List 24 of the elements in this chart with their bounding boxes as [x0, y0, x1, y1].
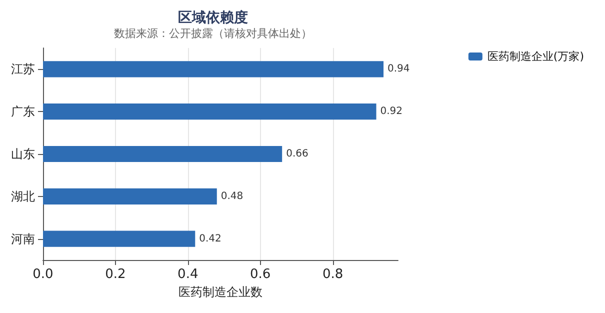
x-tick-label: 0.6	[250, 267, 271, 282]
data-label: 0.66	[286, 148, 308, 160]
data-label: 0.48	[220, 190, 244, 202]
x-tick-label: 0.8	[322, 267, 344, 282]
bar	[43, 146, 282, 162]
bar	[43, 230, 196, 247]
x-tick-label: 0.0	[32, 267, 54, 282]
y-tick-label: 湖北	[11, 189, 35, 204]
bar	[43, 104, 376, 120]
bar	[43, 61, 384, 78]
y-tick-label: 广东	[11, 104, 35, 119]
data-label: 0.92	[380, 106, 403, 118]
y-tick-label: 江苏	[11, 62, 35, 76]
chart-title: 区域依赖度	[178, 9, 248, 26]
x-tick-label: 0.2	[105, 267, 126, 282]
data-label: 0.94	[388, 64, 410, 75]
y-tick-label: 山东	[11, 147, 35, 161]
y-tick-label: 河南	[11, 232, 35, 246]
chart-subtitle: 数据来源：公开披露（请核对具体出处）	[114, 27, 312, 40]
legend-label: 医药制造企业(万家)	[487, 50, 584, 63]
x-tick-label: 0.4	[178, 267, 198, 282]
data-label: 0.42	[199, 233, 222, 244]
bar	[43, 188, 217, 204]
x-axis-title: 医药制造企业数	[178, 284, 262, 299]
